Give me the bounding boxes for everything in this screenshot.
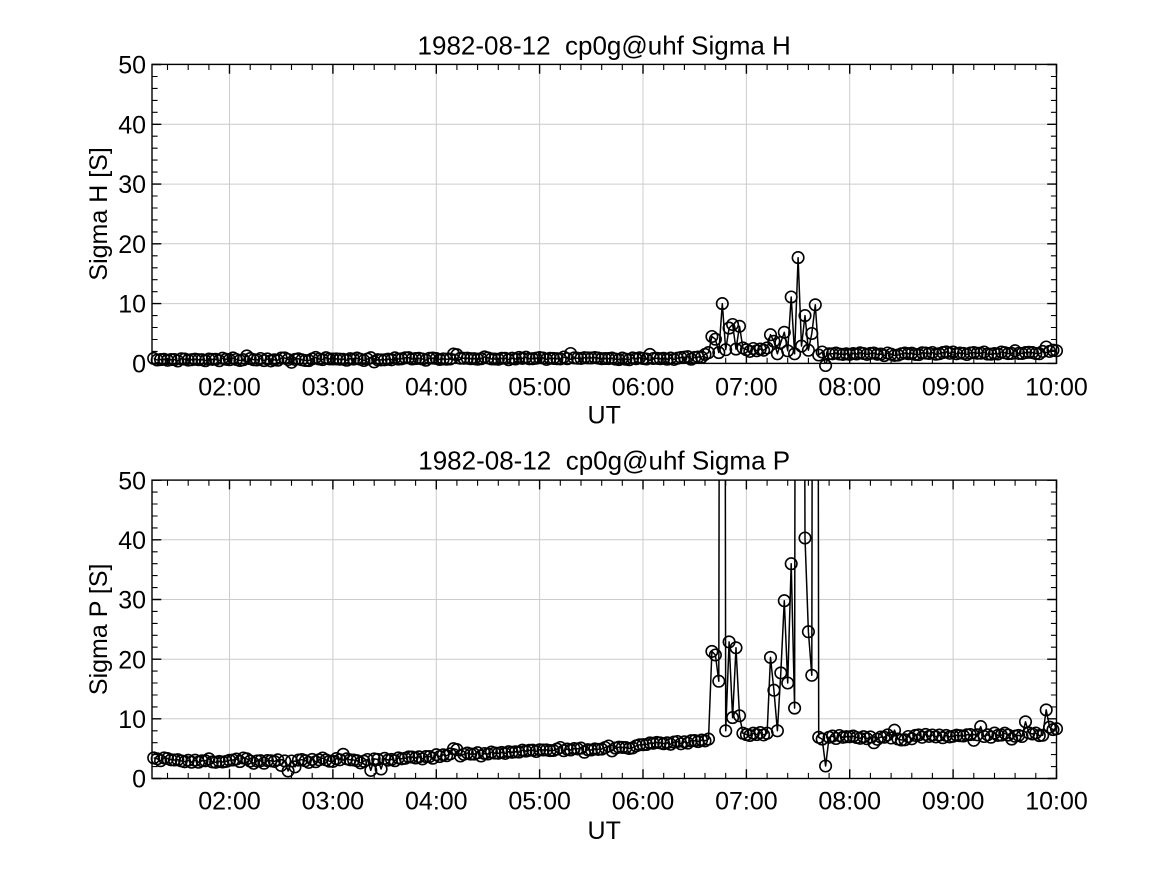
svg-text:08:00: 08:00 <box>818 374 881 402</box>
svg-text:08:00: 08:00 <box>818 788 881 816</box>
svg-text:03:00: 03:00 <box>302 788 365 816</box>
svg-text:20: 20 <box>118 231 146 259</box>
svg-text:04:00: 04:00 <box>405 374 468 402</box>
svg-text:07:00: 07:00 <box>715 788 778 816</box>
svg-text:Sigma P [S]: Sigma P [S] <box>85 564 113 696</box>
svg-text:50: 50 <box>118 467 146 495</box>
svg-text:0: 0 <box>132 351 146 379</box>
svg-text:10: 10 <box>118 706 146 734</box>
svg-text:07:00: 07:00 <box>715 374 778 402</box>
svg-text:40: 40 <box>118 527 146 555</box>
svg-text:05:00: 05:00 <box>508 788 571 816</box>
svg-text:20: 20 <box>118 646 146 674</box>
svg-text:0: 0 <box>132 766 146 794</box>
svg-text:06:00: 06:00 <box>612 788 675 816</box>
svg-text:30: 30 <box>118 587 146 615</box>
svg-text:03:00: 03:00 <box>302 374 365 402</box>
svg-text:04:00: 04:00 <box>405 788 468 816</box>
svg-text:06:00: 06:00 <box>612 374 675 402</box>
svg-text:10: 10 <box>118 291 146 319</box>
svg-text:10:00: 10:00 <box>1025 374 1088 402</box>
svg-text:10:00: 10:00 <box>1025 788 1088 816</box>
svg-text:UT: UT <box>588 817 621 845</box>
svg-text:1982-08-12 cp0g@uhf Sigma P: 1982-08-12 cp0g@uhf Sigma P <box>418 446 790 476</box>
svg-text:02:00: 02:00 <box>198 788 261 816</box>
svg-text:UT: UT <box>588 402 621 430</box>
svg-text:50: 50 <box>118 52 146 80</box>
svg-text:40: 40 <box>118 111 146 139</box>
svg-text:Sigma H [S]: Sigma H [S] <box>85 147 113 280</box>
svg-text:1982-08-12 cp0g@uhf Sigma H: 1982-08-12 cp0g@uhf Sigma H <box>418 31 791 61</box>
svg-text:05:00: 05:00 <box>508 374 571 402</box>
svg-text:09:00: 09:00 <box>922 788 985 816</box>
svg-text:02:00: 02:00 <box>198 374 261 402</box>
svg-text:09:00: 09:00 <box>922 374 985 402</box>
svg-text:30: 30 <box>118 171 146 199</box>
